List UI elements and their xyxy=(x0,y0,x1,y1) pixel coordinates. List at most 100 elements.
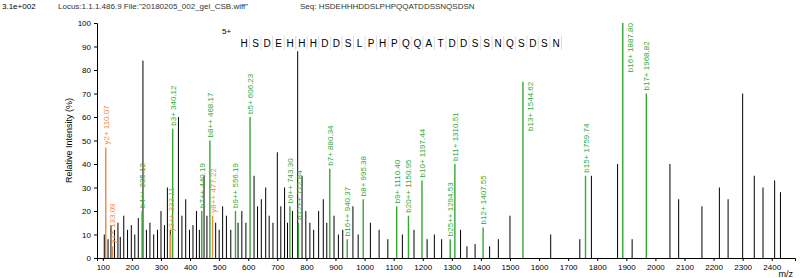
y-tick-mark xyxy=(94,23,97,24)
sequence-divider xyxy=(561,36,562,50)
x-tick-mark xyxy=(510,258,511,261)
x-tick: 700 xyxy=(271,258,285,272)
y-tick-label: 0 xyxy=(87,254,92,263)
sequence-letter: Q xyxy=(506,38,514,49)
peak xyxy=(408,216,409,258)
x-tick-label: 1100 xyxy=(386,263,404,272)
sequence-divider xyxy=(295,36,296,50)
peak xyxy=(421,180,422,258)
peak-label: b3+ 340.12 xyxy=(169,85,178,126)
peak xyxy=(192,225,193,258)
x-tick-label: 600 xyxy=(242,263,256,272)
peak xyxy=(622,23,623,258)
peak xyxy=(669,164,670,258)
peak xyxy=(591,176,592,258)
x-tick: 1600 xyxy=(531,258,549,272)
sequence-letter: H xyxy=(379,38,386,49)
peak xyxy=(719,188,720,259)
x-tick-label: 1300 xyxy=(443,263,461,272)
peak xyxy=(219,230,220,258)
peak xyxy=(238,223,239,258)
peak xyxy=(235,211,236,258)
title: Locus:1.1.1.486.9 File:"20180205_002_gel… xyxy=(58,2,248,11)
y-tick-mark xyxy=(94,235,97,236)
sequence-divider xyxy=(492,36,493,50)
peak xyxy=(550,235,551,259)
y-tick-mark xyxy=(94,188,97,189)
x-tick: 1700 xyxy=(560,258,578,272)
sequence-letter: P xyxy=(391,38,398,49)
x-tick-label: 2000 xyxy=(647,263,665,272)
y-tick-label: 10 xyxy=(82,231,91,240)
peak-label: b10+ 1197.44 xyxy=(418,128,427,177)
peak xyxy=(196,211,197,258)
x-tick-mark xyxy=(277,258,278,261)
x-tick: 1500 xyxy=(502,258,520,272)
sequence-letter: Q xyxy=(413,38,421,49)
peak xyxy=(441,239,442,258)
peak xyxy=(678,199,679,258)
sequence-letter: P xyxy=(368,38,375,49)
x-tick: 800 xyxy=(300,258,314,272)
peak xyxy=(498,239,499,258)
peak xyxy=(292,211,293,258)
peak xyxy=(287,223,288,258)
peak xyxy=(352,206,353,258)
peak xyxy=(298,223,299,258)
sequence-divider xyxy=(330,36,331,50)
peak xyxy=(358,235,359,259)
y-tick-label: 90 xyxy=(82,43,91,52)
peak-label: y3++ 333.11 xyxy=(167,187,176,231)
peak xyxy=(334,216,335,258)
peak xyxy=(201,211,202,258)
sequence-letter: Q xyxy=(402,38,410,49)
peak xyxy=(241,211,242,258)
peak xyxy=(212,216,213,258)
x-tick-mark xyxy=(190,258,191,261)
peak xyxy=(178,117,179,258)
x-tick-label: 500 xyxy=(213,263,227,272)
x-tick-label: 1900 xyxy=(618,263,636,272)
peak-label: b13+ 1544.62 xyxy=(526,81,535,131)
peak xyxy=(164,225,165,258)
peak xyxy=(277,152,278,258)
peak xyxy=(646,94,647,259)
peak xyxy=(146,230,147,258)
peak xyxy=(370,223,371,258)
peak xyxy=(489,246,490,258)
x-tick-mark xyxy=(423,258,424,261)
x-tick-label: 100 xyxy=(97,263,111,272)
x-tick: 100 xyxy=(97,258,111,272)
peak xyxy=(434,235,435,259)
peak-label: b8++ 468.17 xyxy=(206,92,215,137)
y-tick: 50 xyxy=(82,137,97,146)
sequence-letter: S xyxy=(483,38,490,49)
x-tick-mark xyxy=(539,258,540,261)
sequence-letter: S xyxy=(541,38,548,49)
peak-label: b16++ 940.37 xyxy=(343,186,352,236)
peak xyxy=(313,230,314,258)
peak-label: b5+ 606.23 xyxy=(246,73,255,114)
sequence-annotation: 5+HSDEHHHDDSLPHPQQATDDSSNQSDSN xyxy=(222,27,562,50)
sequence-divider xyxy=(434,36,435,50)
sequence-letter: H xyxy=(310,38,317,49)
peak xyxy=(280,206,281,258)
sequence-letter: N xyxy=(495,38,502,49)
x-tick: 1400 xyxy=(473,258,491,272)
y-tick: 90 xyxy=(82,43,97,52)
peak xyxy=(754,176,755,258)
peak xyxy=(427,239,428,258)
x-tick-mark xyxy=(394,258,395,261)
peak xyxy=(475,244,476,258)
peak xyxy=(112,246,113,258)
peak xyxy=(123,216,124,258)
sequence-divider xyxy=(457,36,458,50)
intensity-scale: 3.1e+002 xyxy=(2,2,36,11)
peak xyxy=(226,216,227,258)
sequence-letter: D xyxy=(448,38,455,49)
sequence-letter: H xyxy=(298,38,305,49)
y-tick-mark xyxy=(94,164,97,165)
peak xyxy=(522,82,523,258)
peak-label: y1+ 133.09 xyxy=(108,203,117,243)
sequence-letter: L xyxy=(357,38,363,49)
